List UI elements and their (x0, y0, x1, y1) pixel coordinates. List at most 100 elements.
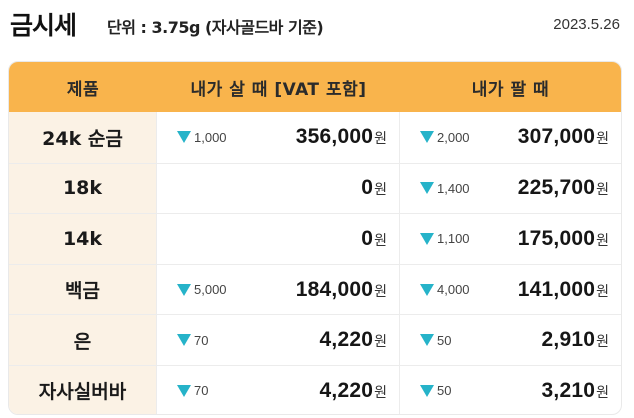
sell-change: 50 (420, 333, 451, 348)
currency-unit: 원 (596, 131, 609, 148)
buy-change-value: 70 (194, 383, 209, 399)
table-row: 14k 0 원 1,100 175,000 원 (9, 213, 621, 264)
sell-price-value: 307,000 (517, 125, 596, 149)
buy-price-value: 4,220 (319, 328, 374, 352)
currency-unit: 원 (374, 182, 387, 199)
buy-price-value: 0 (361, 176, 374, 200)
sell-price: 307,000 원 (518, 125, 609, 149)
column-header-sell: 내가 팔 때 (471, 79, 550, 100)
currency-unit: 원 (374, 232, 387, 249)
table-body: 24k 순금 1,000 356,000 원 2,000 307,000 원 18k 0 원 1,4… (9, 112, 621, 414)
down-triangle-icon (420, 283, 434, 296)
sell-change-value: 50 (437, 332, 452, 348)
sell-price: 175,000 원 (518, 227, 609, 251)
down-triangle-icon (177, 334, 191, 347)
sell-change: 50 (420, 383, 451, 398)
buy-price-cell: 70 4,220 원 (157, 315, 400, 365)
buy-change-value: 5,000 (194, 282, 227, 298)
buy-change: 5,000 (177, 282, 227, 297)
product-name: 18k (9, 163, 157, 214)
column-header-buy: 내가 살 때 [VAT 포함] (190, 79, 367, 100)
column-header-product: 제품 (66, 79, 100, 100)
sell-change-value: 4,000 (437, 282, 470, 298)
sell-price-cell: 50 3,210 원 (400, 366, 621, 414)
sell-price-cell: 2,000 307,000 원 (400, 112, 621, 163)
currency-unit: 원 (374, 384, 387, 401)
down-triangle-icon (420, 334, 434, 347)
sell-price-value: 141,000 (517, 277, 596, 301)
sell-price-value: 2,910 (541, 328, 596, 352)
sell-change: 1,100 (420, 231, 470, 246)
sell-price-cell: 1,100 175,000 원 (400, 214, 621, 264)
buy-price-value: 4,220 (319, 378, 374, 402)
sell-change-value: 50 (437, 383, 452, 399)
buy-change: 70 (177, 383, 208, 398)
currency-unit: 원 (596, 283, 609, 300)
product-name: 은 (9, 315, 157, 365)
sell-price: 3,210 원 (542, 379, 609, 403)
price-date: 2023.5.26 (553, 16, 620, 33)
buy-price-value: 184,000 (295, 277, 374, 301)
buy-price-cell: 70 4,220 원 (157, 365, 400, 414)
buy-price-value: 0 (361, 226, 374, 250)
currency-unit: 원 (374, 283, 387, 300)
product-name: 24k 순금 (9, 112, 157, 163)
buy-price-cell: 1,000 356,000 원 (157, 112, 400, 163)
gold-price-table: 제품 내가 살 때 [VAT 포함] 내가 팔 때 24k 순금 1,000 356… (8, 61, 622, 415)
unit-note: 단위 : 3.75g (자사골드바 기준) (107, 18, 324, 37)
sell-price-value: 225,700 (517, 176, 596, 200)
buy-change: 70 (177, 333, 208, 348)
down-triangle-icon (420, 182, 434, 195)
currency-unit: 원 (596, 232, 609, 249)
sell-price: 2,910 원 (542, 328, 609, 352)
currency-unit: 원 (596, 182, 609, 199)
down-triangle-icon (177, 384, 191, 397)
table-header: 제품 내가 살 때 [VAT 포함] 내가 팔 때 (9, 62, 621, 112)
buy-price-cell: 5,000 184,000 원 (157, 264, 400, 315)
sell-price-cell: 50 2,910 원 (400, 315, 621, 365)
sell-change-value: 1,100 (437, 231, 470, 247)
sell-price-cell: 4,000 141,000 원 (400, 265, 621, 315)
sell-price-value: 3,210 (541, 378, 596, 402)
buy-change-value: 70 (194, 332, 209, 348)
currency-unit: 원 (596, 384, 609, 401)
sell-price-cell: 1,400 225,700 원 (400, 164, 621, 214)
currency-unit: 원 (596, 334, 609, 351)
down-triangle-icon (177, 283, 191, 296)
currency-unit: 원 (374, 131, 387, 148)
sell-change-value: 2,000 (437, 129, 470, 145)
sell-change-value: 1,400 (437, 180, 470, 196)
down-triangle-icon (177, 131, 191, 144)
sell-price: 225,700 원 (518, 176, 609, 200)
table-row: 자사실버바 70 4,220 원 50 3,210 원 (9, 364, 621, 414)
buy-price: 4,220 원 (320, 328, 387, 352)
buy-change: 1,000 (177, 130, 227, 145)
buy-price: 356,000 원 (296, 125, 387, 149)
buy-price: 4,220 원 (320, 379, 387, 403)
product-name: 14k (9, 214, 157, 264)
sell-change: 4,000 (420, 282, 470, 297)
down-triangle-icon (420, 131, 434, 144)
sell-change: 2,000 (420, 130, 470, 145)
down-triangle-icon (420, 384, 434, 397)
sell-price-value: 175,000 (517, 226, 596, 250)
page-header: 금시세 단위 : 3.75g (자사골드바 기준) 2023.5.26 (0, 0, 634, 52)
sell-change: 1,400 (420, 181, 470, 196)
product-name: 자사실버바 (9, 365, 157, 414)
table-row: 18k 0 원 1,400 225,700 원 (9, 162, 621, 214)
sell-price: 141,000 원 (518, 278, 609, 302)
buy-price-value: 356,000 (295, 125, 374, 149)
table-row: 백금 5,000 184,000 원 4,000 141,000 원 (9, 263, 621, 315)
buy-price: 184,000 원 (296, 278, 387, 302)
down-triangle-icon (420, 232, 434, 245)
table-row: 은 70 4,220 원 50 2,910 원 (9, 314, 621, 365)
buy-change-value: 1,000 (194, 129, 227, 145)
product-name: 백금 (9, 264, 157, 315)
page-title: 금시세 (10, 11, 77, 40)
table-row: 24k 순금 1,000 356,000 원 2,000 307,000 원 (9, 112, 621, 163)
currency-unit: 원 (374, 334, 387, 351)
